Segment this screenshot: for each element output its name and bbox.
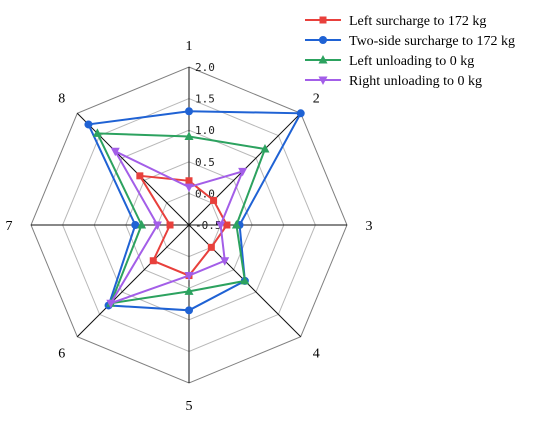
- axis-label-6: 6: [58, 346, 65, 361]
- data-point: [137, 220, 147, 229]
- data-point: [84, 120, 93, 129]
- legend-label: Left unloading to 0 kg: [349, 54, 474, 69]
- radial-tick-label: 0.5: [195, 156, 215, 169]
- legend-marker: [319, 36, 327, 44]
- data-point: [207, 243, 215, 251]
- data-point: [92, 128, 102, 137]
- data-point: [231, 220, 241, 229]
- radial-tick-label: 1.0: [195, 124, 215, 137]
- series-line-4: [108, 148, 245, 306]
- data-point: [184, 286, 194, 295]
- data-point: [152, 221, 162, 230]
- data-point: [185, 177, 193, 185]
- data-point: [149, 257, 157, 265]
- legend-label: Left surcharge to 172 kg: [349, 14, 486, 29]
- data-point: [240, 275, 250, 285]
- axis-label-5: 5: [186, 399, 193, 414]
- data-point: [238, 167, 248, 177]
- legend-marker: [318, 76, 328, 85]
- data-point: [296, 109, 305, 118]
- axis-label-3: 3: [366, 219, 373, 234]
- data-point: [223, 221, 231, 229]
- data-point: [131, 221, 140, 229]
- legend-label: Right unloading to 0 kg: [349, 74, 482, 89]
- radial-tick-label: 1.5: [195, 93, 215, 106]
- data-point: [136, 172, 144, 180]
- data-point: [185, 306, 193, 315]
- axis-label-8: 8: [58, 92, 65, 107]
- axis-label-2: 2: [313, 92, 320, 107]
- spoke-6: [76, 224, 190, 338]
- axis-label-1: 1: [186, 39, 193, 54]
- legend-marker: [319, 16, 327, 24]
- radial-tick-label: -0.5: [195, 219, 222, 232]
- data-point: [106, 299, 116, 309]
- data-point: [216, 221, 226, 230]
- data-point: [210, 196, 218, 204]
- data-point: [184, 131, 194, 141]
- legend-label: Two-side surcharge to 172 kg: [349, 34, 515, 49]
- data-point: [166, 221, 174, 229]
- radial-tick-label: 2.0: [195, 61, 215, 74]
- data-point: [184, 272, 194, 281]
- data-point: [184, 183, 194, 193]
- data-point: [110, 147, 120, 157]
- axis-label-7: 7: [6, 219, 13, 234]
- data-point: [220, 257, 230, 266]
- data-point: [185, 107, 193, 116]
- legend-marker: [318, 55, 328, 64]
- axis-label-4: 4: [313, 346, 320, 361]
- data-point: [260, 144, 270, 153]
